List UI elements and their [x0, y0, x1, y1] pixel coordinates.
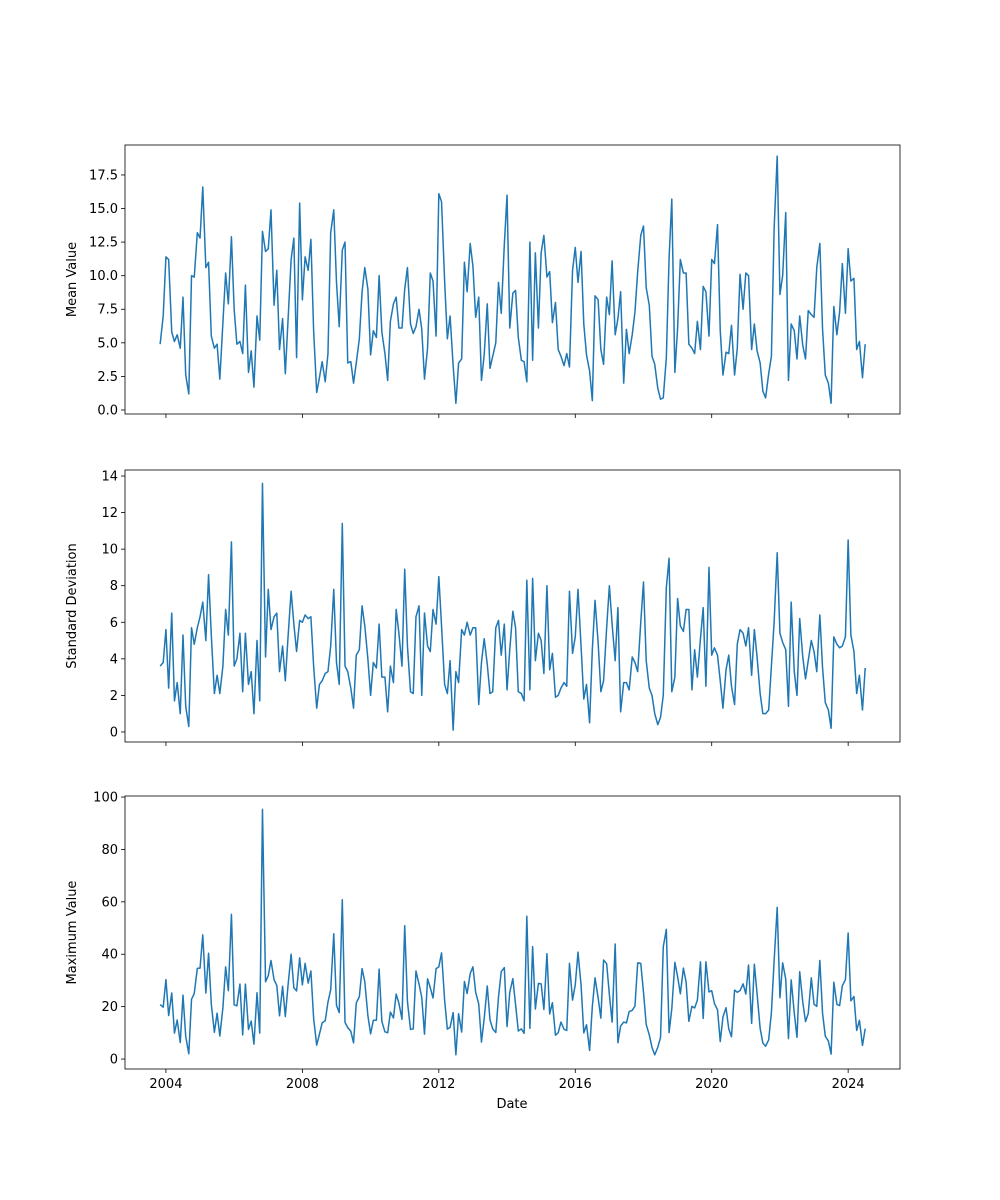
y-tick-label: 12.5: [89, 236, 118, 251]
y-tick-label: 12: [101, 506, 118, 521]
axes-frame: [124, 144, 901, 415]
y-tick-label: 15.0: [89, 202, 118, 217]
y-tick-label: 60: [101, 895, 118, 910]
y-tick-label: 0.0: [97, 403, 118, 418]
y-axis-label: Standard Deviation: [65, 543, 80, 668]
y-tick-label: 8: [110, 579, 118, 594]
axes-frame: [124, 795, 901, 1070]
axes-frame: [124, 469, 901, 743]
y-axis-label: Mean Value: [65, 242, 80, 317]
data-line: [159, 808, 866, 1056]
y-tick-label: 100: [93, 791, 118, 806]
y-tick-label: 40: [101, 948, 118, 963]
y-tick-label: 17.5: [89, 168, 118, 183]
y-tick-label: 80: [101, 843, 118, 858]
x-axis-label: Date: [496, 1097, 527, 1112]
y-tick-label: 2.5: [97, 370, 118, 385]
x-tick-label: 2016: [559, 1077, 592, 1092]
y-tick-label: 7.5: [97, 303, 118, 318]
y-tick-label: 10.0: [89, 269, 118, 284]
y-axis-label: Maximum Value: [65, 881, 80, 985]
y-tick-label: 0: [110, 1053, 118, 1068]
y-tick-label: 10: [101, 543, 118, 558]
data-line: [159, 155, 866, 405]
x-tick-label: 2004: [149, 1077, 182, 1092]
y-tick-label: 2: [110, 689, 118, 704]
y-tick-label: 0: [110, 725, 118, 740]
y-tick-label: 4: [110, 652, 118, 667]
y-tick-label: 6: [110, 616, 118, 631]
x-tick-label: 2012: [422, 1077, 455, 1092]
y-tick-label: 20: [101, 1000, 118, 1015]
x-tick-label: 2008: [286, 1077, 319, 1092]
data-line: [159, 482, 866, 731]
x-tick-label: 2020: [695, 1077, 728, 1092]
y-tick-label: 5.0: [97, 336, 118, 351]
y-tick-label: 14: [101, 470, 118, 485]
x-tick-label: 2024: [832, 1077, 865, 1092]
